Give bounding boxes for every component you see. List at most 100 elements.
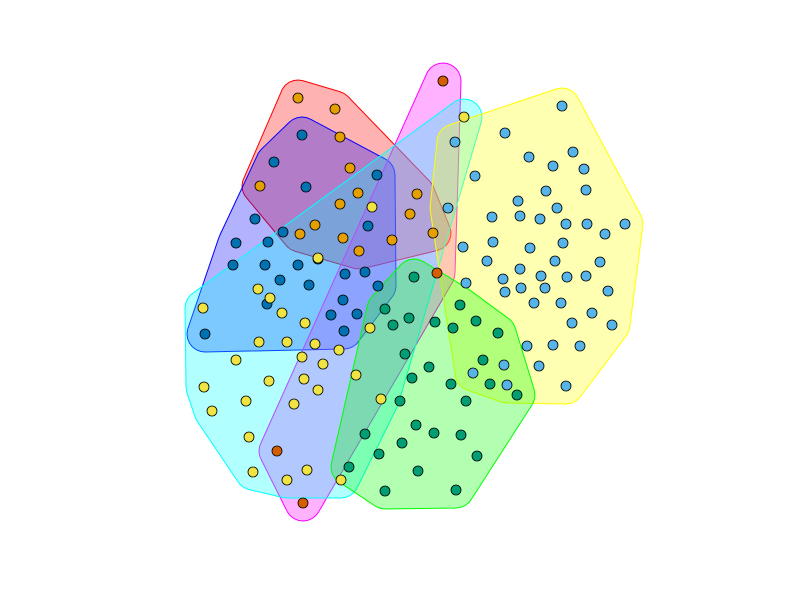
- point: [262, 236, 274, 248]
- point: [533, 360, 545, 372]
- point: [264, 292, 276, 304]
- point: [471, 450, 483, 462]
- point: [247, 466, 259, 478]
- point: [460, 277, 472, 289]
- point: [379, 303, 391, 315]
- point: [343, 461, 355, 473]
- point: [492, 327, 504, 339]
- point: [408, 271, 420, 283]
- point: [561, 271, 573, 283]
- point: [379, 485, 391, 497]
- point: [514, 210, 526, 222]
- point: [404, 208, 416, 220]
- point: [450, 484, 462, 496]
- point: [197, 302, 209, 314]
- point: [599, 228, 611, 240]
- point: [486, 211, 498, 223]
- point: [396, 437, 408, 449]
- point: [556, 100, 568, 112]
- point: [511, 389, 523, 401]
- point: [498, 359, 510, 371]
- point: [351, 308, 363, 320]
- point: [206, 405, 218, 417]
- point: [458, 111, 470, 123]
- point: [501, 379, 513, 391]
- point: [411, 188, 423, 200]
- point: [350, 369, 362, 381]
- cluster-hull: [241, 79, 452, 270]
- point: [447, 322, 459, 334]
- point: [560, 380, 572, 392]
- point: [198, 381, 210, 393]
- point: [254, 180, 266, 192]
- point: [437, 75, 449, 87]
- point: [344, 162, 356, 174]
- point: [230, 354, 242, 366]
- point: [334, 131, 346, 143]
- point: [586, 307, 598, 319]
- point: [442, 202, 454, 214]
- point: [594, 256, 606, 268]
- point: [271, 445, 283, 457]
- point: [606, 319, 618, 331]
- point: [359, 266, 371, 278]
- point: [410, 419, 422, 431]
- point: [281, 474, 293, 486]
- point: [580, 270, 592, 282]
- point: [288, 398, 300, 410]
- point: [339, 268, 351, 280]
- point: [487, 236, 499, 248]
- point: [300, 181, 312, 193]
- point: [524, 242, 536, 254]
- point: [362, 220, 374, 232]
- point: [230, 237, 242, 249]
- point: [515, 282, 527, 294]
- point: [403, 312, 415, 324]
- point: [580, 184, 592, 196]
- point: [497, 273, 509, 285]
- point: [337, 294, 349, 306]
- point: [301, 464, 313, 476]
- cluster-hull: [330, 258, 536, 510]
- point: [457, 241, 469, 253]
- point: [535, 270, 547, 282]
- point: [337, 232, 349, 244]
- point: [263, 375, 275, 387]
- point: [406, 372, 418, 384]
- point: [429, 316, 441, 328]
- point: [445, 378, 457, 390]
- point: [581, 218, 593, 230]
- point: [303, 279, 315, 291]
- point: [329, 103, 341, 115]
- point: [259, 259, 271, 271]
- point: [276, 307, 288, 319]
- point: [481, 255, 493, 267]
- point: [427, 227, 439, 239]
- point: [387, 319, 399, 331]
- point: [338, 325, 350, 337]
- point: [566, 317, 578, 329]
- point: [294, 228, 306, 240]
- point: [268, 156, 280, 168]
- point: [296, 351, 308, 363]
- point: [298, 373, 310, 385]
- point: [386, 234, 398, 246]
- cluster-hull: [184, 98, 483, 499]
- point: [514, 263, 526, 275]
- point: [523, 151, 535, 163]
- point: [299, 317, 311, 329]
- point: [534, 213, 546, 225]
- point: [477, 354, 489, 366]
- point: [334, 198, 346, 210]
- cluster-hull: [186, 116, 397, 353]
- point: [412, 465, 424, 477]
- point: [277, 226, 289, 238]
- point: [292, 259, 304, 271]
- point: [547, 339, 559, 351]
- point: [423, 361, 435, 373]
- point: [557, 237, 569, 249]
- point: [353, 245, 365, 257]
- point: [274, 274, 286, 286]
- point: [499, 286, 511, 298]
- point: [549, 255, 561, 267]
